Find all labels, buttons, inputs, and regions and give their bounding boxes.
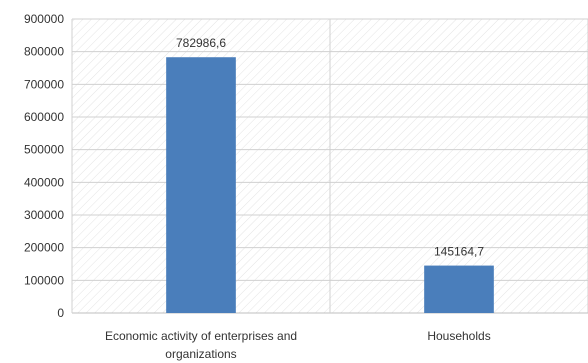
data-labels: 782986,6 145164,7 bbox=[176, 36, 484, 258]
x-axis-ticks: Economic activity of enterprises and orga… bbox=[105, 329, 491, 361]
y-tick-label: 800000 bbox=[24, 45, 64, 59]
y-tick-label: 700000 bbox=[24, 77, 64, 91]
data-label: 145164,7 bbox=[434, 245, 484, 259]
x-tick-label: Economic activity of enterprises and bbox=[105, 329, 297, 343]
gridlines bbox=[71, 18, 588, 314]
bar bbox=[424, 265, 494, 313]
y-tick-label: 0 bbox=[57, 306, 64, 320]
y-tick-label: 300000 bbox=[24, 208, 64, 222]
bar bbox=[166, 57, 236, 313]
y-axis-ticks: 0 100000 200000 300000 400000 500000 600000 700… bbox=[24, 12, 64, 320]
y-tick-label: 200000 bbox=[24, 241, 64, 255]
data-label: 782986,6 bbox=[176, 36, 226, 50]
x-tick-label: organizations bbox=[165, 347, 236, 361]
y-tick-label: 400000 bbox=[24, 175, 64, 189]
y-tick-label: 100000 bbox=[24, 273, 64, 287]
bar-series bbox=[166, 57, 494, 313]
y-tick-label: 600000 bbox=[24, 110, 64, 124]
x-tick-label: Households bbox=[427, 329, 490, 343]
y-tick-label: 900000 bbox=[24, 12, 64, 26]
y-tick-label: 500000 bbox=[24, 143, 64, 157]
